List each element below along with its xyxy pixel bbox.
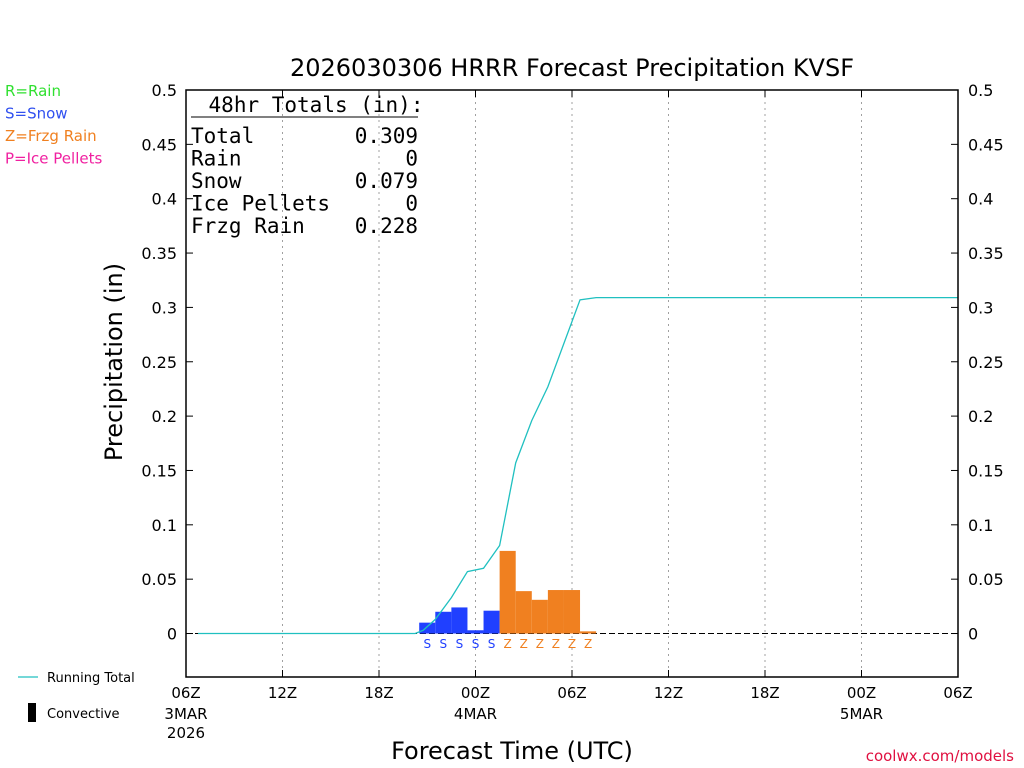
y-tick-label: 0.15	[968, 461, 1004, 480]
y-tick-label: 0.1	[968, 516, 993, 535]
x-axis-label: Forecast Time (UTC)	[391, 737, 633, 765]
precip-type-label: Z	[504, 637, 512, 651]
y-tick-label: 0.1	[152, 516, 177, 535]
precip-type-label: Z	[536, 637, 544, 651]
x-tick-sublabel: 5MAR	[840, 705, 883, 723]
totals-row-value: 0.309	[355, 124, 418, 148]
y-tick-label: 0.2	[152, 407, 177, 426]
totals-row-value: 0.079	[355, 169, 418, 193]
y-tick-label: 0.25	[141, 353, 177, 372]
x-tick-label: 00Z	[847, 684, 876, 702]
totals-row-value: 0	[405, 192, 418, 216]
precip-bar	[419, 622, 436, 634]
totals-row-label: Rain	[191, 147, 242, 171]
y-tick-label: 0.25	[968, 353, 1004, 372]
y-tick-label: 0	[968, 625, 978, 644]
convective-legend-label: Convective	[47, 707, 120, 722]
precip-bar	[531, 599, 548, 634]
precip-type-label: Z	[520, 637, 528, 651]
totals-row-value: 0.228	[355, 214, 418, 238]
y-tick-label: 0.45	[141, 135, 177, 154]
y-axis-right: 0 0.05 0.1 0.15 0.2 0.25 0.3 0.35 0.4 0.45 0.5	[951, 81, 1004, 644]
precip-type-label: S	[423, 637, 431, 651]
x-tick-label: 12Z	[268, 684, 297, 702]
y-tick-label: 0.15	[141, 461, 177, 480]
y-axis-left: 0 0.05 0.1 0.15 0.2 0.25 0.3 0.35 0.4 0.45 0.5	[141, 81, 193, 644]
precip-type-label: S	[456, 637, 464, 651]
precip-type-label: Z	[552, 637, 560, 651]
x-tick-label: 18Z	[364, 684, 393, 702]
legend-entry: R=Rain	[5, 82, 61, 100]
precip-type-label: S	[488, 637, 496, 651]
totals-row-label: Ice Pellets	[191, 192, 330, 216]
y-tick-label: 0.4	[968, 190, 993, 209]
y-tick-label: 0.45	[968, 135, 1004, 154]
precip-bars	[419, 550, 597, 634]
precip-bar	[515, 591, 532, 634]
x-tick-label: 18Z	[750, 684, 779, 702]
precip-type-label: Z	[584, 637, 592, 651]
x-tick-sublabel: 2026	[167, 724, 205, 742]
totals-heading: 48hr Totals (in):	[209, 93, 424, 117]
y-tick-label: 0.35	[968, 244, 1004, 263]
precip-bar	[547, 590, 564, 634]
x-tick-sublabel: 3MAR	[164, 705, 207, 723]
precip-bar	[435, 611, 452, 634]
x-tick-label: 00Z	[461, 684, 490, 702]
totals-row-value: 0	[405, 147, 418, 171]
legend-entry: Z=Frzg Rain	[5, 127, 97, 145]
chart-title: 2026030306 HRRR Forecast Precipitation K…	[290, 54, 854, 82]
x-tick-label: 06Z	[557, 684, 586, 702]
y-tick-label: 0.5	[968, 81, 993, 100]
legend-entry: P=Ice Pellets	[5, 150, 102, 168]
credit-link[interactable]: coolwx.com/models	[866, 747, 1014, 765]
totals-row-label: Total	[191, 124, 254, 148]
y-tick-label: 0.2	[968, 407, 993, 426]
precip-type-label: S	[472, 637, 480, 651]
convective-legend: Convective	[28, 703, 120, 722]
precip-type-label: Z	[568, 637, 576, 651]
totals-row-label: Frzg Rain	[191, 214, 305, 238]
convective-swatch	[28, 703, 36, 722]
precip-bar	[499, 550, 516, 634]
y-tick-label: 0.35	[141, 244, 177, 263]
running-total-legend-label: Running Total	[47, 671, 135, 686]
totals-row-label: Snow	[191, 169, 242, 193]
x-tick-sublabel: 4MAR	[454, 705, 497, 723]
precip-type-label: S	[440, 637, 448, 651]
running-total-legend: Running Total	[18, 671, 135, 686]
x-tick-label: 12Z	[654, 684, 683, 702]
precip-bar	[451, 607, 468, 634]
y-tick-label: 0	[167, 625, 177, 644]
y-tick-label: 0.5	[152, 81, 177, 100]
y-tick-label: 0.3	[152, 298, 177, 317]
precip-bar	[563, 590, 581, 634]
x-tick-label: 06Z	[171, 684, 200, 702]
y-tick-label: 0.05	[968, 570, 1004, 589]
x-tick-label: 06Z	[943, 684, 972, 702]
legend-entry: S=Snow	[5, 105, 68, 123]
precip-type-legend: R=Rain S=Snow Z=Frzg Rain P=Ice Pellets	[5, 82, 102, 168]
gridlines	[282, 90, 862, 677]
y-axis-label: Precipitation (in)	[100, 263, 128, 461]
running-total-line	[198, 296, 958, 635]
y-tick-label: 0.3	[968, 298, 993, 317]
y-tick-label: 0.05	[141, 570, 177, 589]
totals-table: 48hr Totals (in): Total 0.309 Rain 0 Snow 0.07…	[191, 93, 423, 238]
precip-bar	[467, 630, 484, 634]
precip-bar	[580, 631, 597, 634]
precip-bar	[483, 610, 500, 634]
y-tick-label: 0.4	[152, 190, 177, 209]
